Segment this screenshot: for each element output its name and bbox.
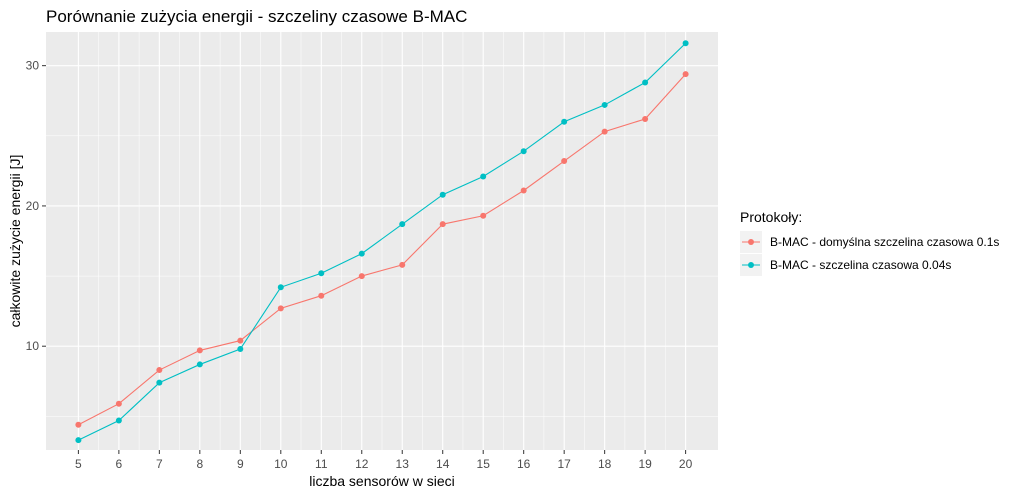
- data-point: [75, 437, 82, 444]
- data-point: [520, 187, 527, 194]
- series-2: [75, 40, 689, 444]
- legend-label: B-MAC - szczelina czasowa 0.04s: [770, 258, 951, 272]
- legend-key-point: [748, 262, 754, 268]
- data-point: [682, 40, 689, 47]
- x-tick-label: 19: [638, 457, 652, 471]
- x-tick-label: 17: [557, 457, 571, 471]
- series-layer: [75, 40, 689, 444]
- major-gridlines: [46, 32, 718, 450]
- data-point: [561, 158, 568, 165]
- data-point: [601, 128, 608, 135]
- data-point: [439, 191, 446, 198]
- x-tick-label: 9: [237, 457, 244, 471]
- legend-item-2: B-MAC - szczelina czasowa 0.04s: [740, 254, 951, 276]
- x-axis: 5 6 7 8 9 10 11 12 13 14 15 16 17 18 19 20: [75, 450, 693, 471]
- data-point: [561, 118, 568, 125]
- series-1: [75, 71, 689, 428]
- x-tick-label: 16: [517, 457, 531, 471]
- y-axis: 10 20 30: [26, 59, 46, 353]
- data-point: [601, 101, 608, 108]
- x-tick-label: 7: [156, 457, 163, 471]
- data-point: [520, 148, 527, 155]
- y-tick-label: 30: [26, 59, 40, 73]
- series-line: [78, 73, 687, 426]
- data-point: [480, 173, 487, 180]
- data-point: [642, 115, 649, 122]
- minor-gridlines: [46, 32, 718, 450]
- legend: Protokoły: B-MAC - domyślna szczelina cz…: [740, 209, 999, 276]
- data-point: [75, 421, 82, 428]
- x-axis-title: liczba sensorów w sieci: [309, 473, 455, 489]
- data-point: [318, 270, 325, 277]
- data-point: [115, 417, 122, 424]
- x-tick-label: 8: [196, 457, 203, 471]
- legend-title: Protokoły:: [740, 209, 802, 225]
- y-tick-label: 10: [26, 339, 40, 353]
- data-point: [480, 212, 487, 219]
- data-point: [399, 221, 406, 228]
- data-point: [277, 284, 284, 291]
- data-point: [358, 273, 365, 280]
- y-tick-label: 20: [26, 199, 40, 213]
- data-point: [196, 361, 203, 368]
- data-point: [115, 400, 122, 407]
- legend-label: B-MAC - domyślna szczelina czasowa 0.1s: [770, 235, 999, 249]
- x-tick-label: 15: [477, 457, 491, 471]
- x-tick-label: 14: [436, 457, 450, 471]
- x-tick-label: 18: [598, 457, 612, 471]
- x-tick-label: 12: [355, 457, 369, 471]
- data-point: [237, 346, 244, 353]
- x-tick-label: 20: [679, 457, 693, 471]
- data-point: [439, 221, 446, 228]
- legend-items: B-MAC - domyślna szczelina czasowa 0.1s B…: [740, 231, 999, 276]
- data-point: [196, 347, 203, 354]
- x-tick-label: 6: [116, 457, 123, 471]
- series-line: [78, 42, 686, 441]
- x-tick-label: 11: [315, 457, 328, 471]
- data-point: [156, 379, 163, 386]
- x-tick-label: 5: [75, 457, 82, 471]
- x-tick-label: 10: [274, 457, 288, 471]
- data-point: [642, 79, 649, 86]
- data-point: [237, 337, 244, 344]
- data-point: [358, 250, 365, 257]
- chart-title: Porównanie zużycia energii - szczeliny c…: [46, 7, 467, 26]
- data-point: [156, 367, 163, 374]
- data-point: [318, 292, 325, 299]
- legend-item-1: B-MAC - domyślna szczelina czasowa 0.1s: [740, 231, 999, 253]
- data-point: [682, 71, 689, 78]
- data-point: [399, 261, 406, 268]
- data-point: [277, 305, 284, 312]
- x-tick-label: 13: [396, 457, 410, 471]
- y-axis-title: całkowite zużycie energii [J]: [7, 155, 23, 328]
- legend-key-point: [748, 239, 754, 245]
